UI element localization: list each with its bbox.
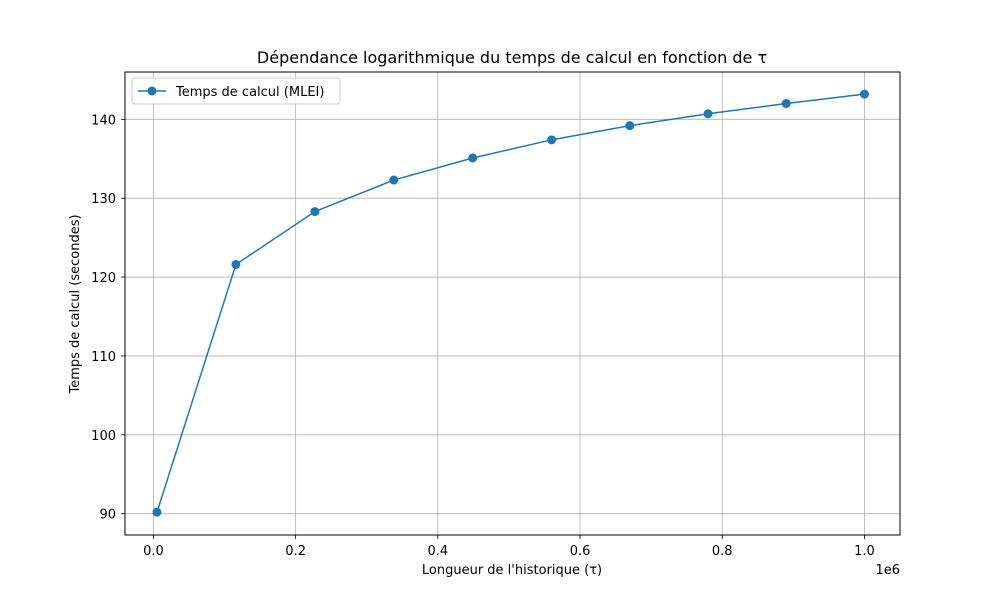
data-point-8: [781, 99, 791, 109]
x-axis-label: Longueur de l'historique (τ): [422, 563, 602, 578]
chart-title: Dépendance logarithmique du temps de cal…: [257, 48, 767, 67]
x-tick-label-0: 0.0: [143, 544, 164, 559]
y-axis-label: Temps de calcul (secondes): [68, 214, 83, 394]
x-tick-label-4: 0.8: [712, 544, 733, 559]
x-tick-label-5: 1.0: [854, 544, 875, 559]
y-tick-label-3: 120: [91, 271, 116, 286]
grid: [125, 72, 900, 535]
y-tick-label-4: 130: [91, 192, 116, 207]
series-layer: [152, 89, 869, 517]
x-tick-label-1: 0.2: [285, 544, 306, 559]
data-point-4: [468, 153, 478, 163]
data-point-6: [625, 121, 635, 131]
legend-marker-swatch: [147, 86, 157, 96]
plot-area: [125, 72, 900, 535]
plot-frame: [124, 71, 901, 536]
x-axis-offset-label: 1e6: [875, 563, 900, 578]
y-tick-label-5: 140: [91, 113, 116, 128]
legend: Temps de calcul (MLEI): [131, 77, 341, 105]
data-point-9: [859, 89, 869, 99]
data-point-1: [231, 259, 241, 269]
x-axis-ticks: 0.0 0.2 0.4 0.6 0.8 1.0: [143, 535, 875, 559]
data-point-5: [547, 135, 557, 145]
legend-label: Temps de calcul (MLEI): [175, 85, 324, 100]
y-tick-label-0: 90: [99, 508, 116, 523]
x-tick-label-2: 0.4: [428, 544, 449, 559]
legend-frame: [131, 77, 341, 105]
y-axis-ticks: 90 100 110 120 130 140: [91, 113, 125, 523]
series-line-0: [156, 93, 865, 513]
data-point-3: [389, 175, 399, 185]
x-tick-label-3: 0.6: [570, 544, 591, 559]
data-point-2: [310, 207, 320, 217]
y-tick-label-1: 100: [91, 429, 116, 444]
y-tick-label-2: 110: [91, 350, 116, 365]
data-point-0: [152, 507, 162, 517]
data-point-7: [703, 109, 713, 119]
